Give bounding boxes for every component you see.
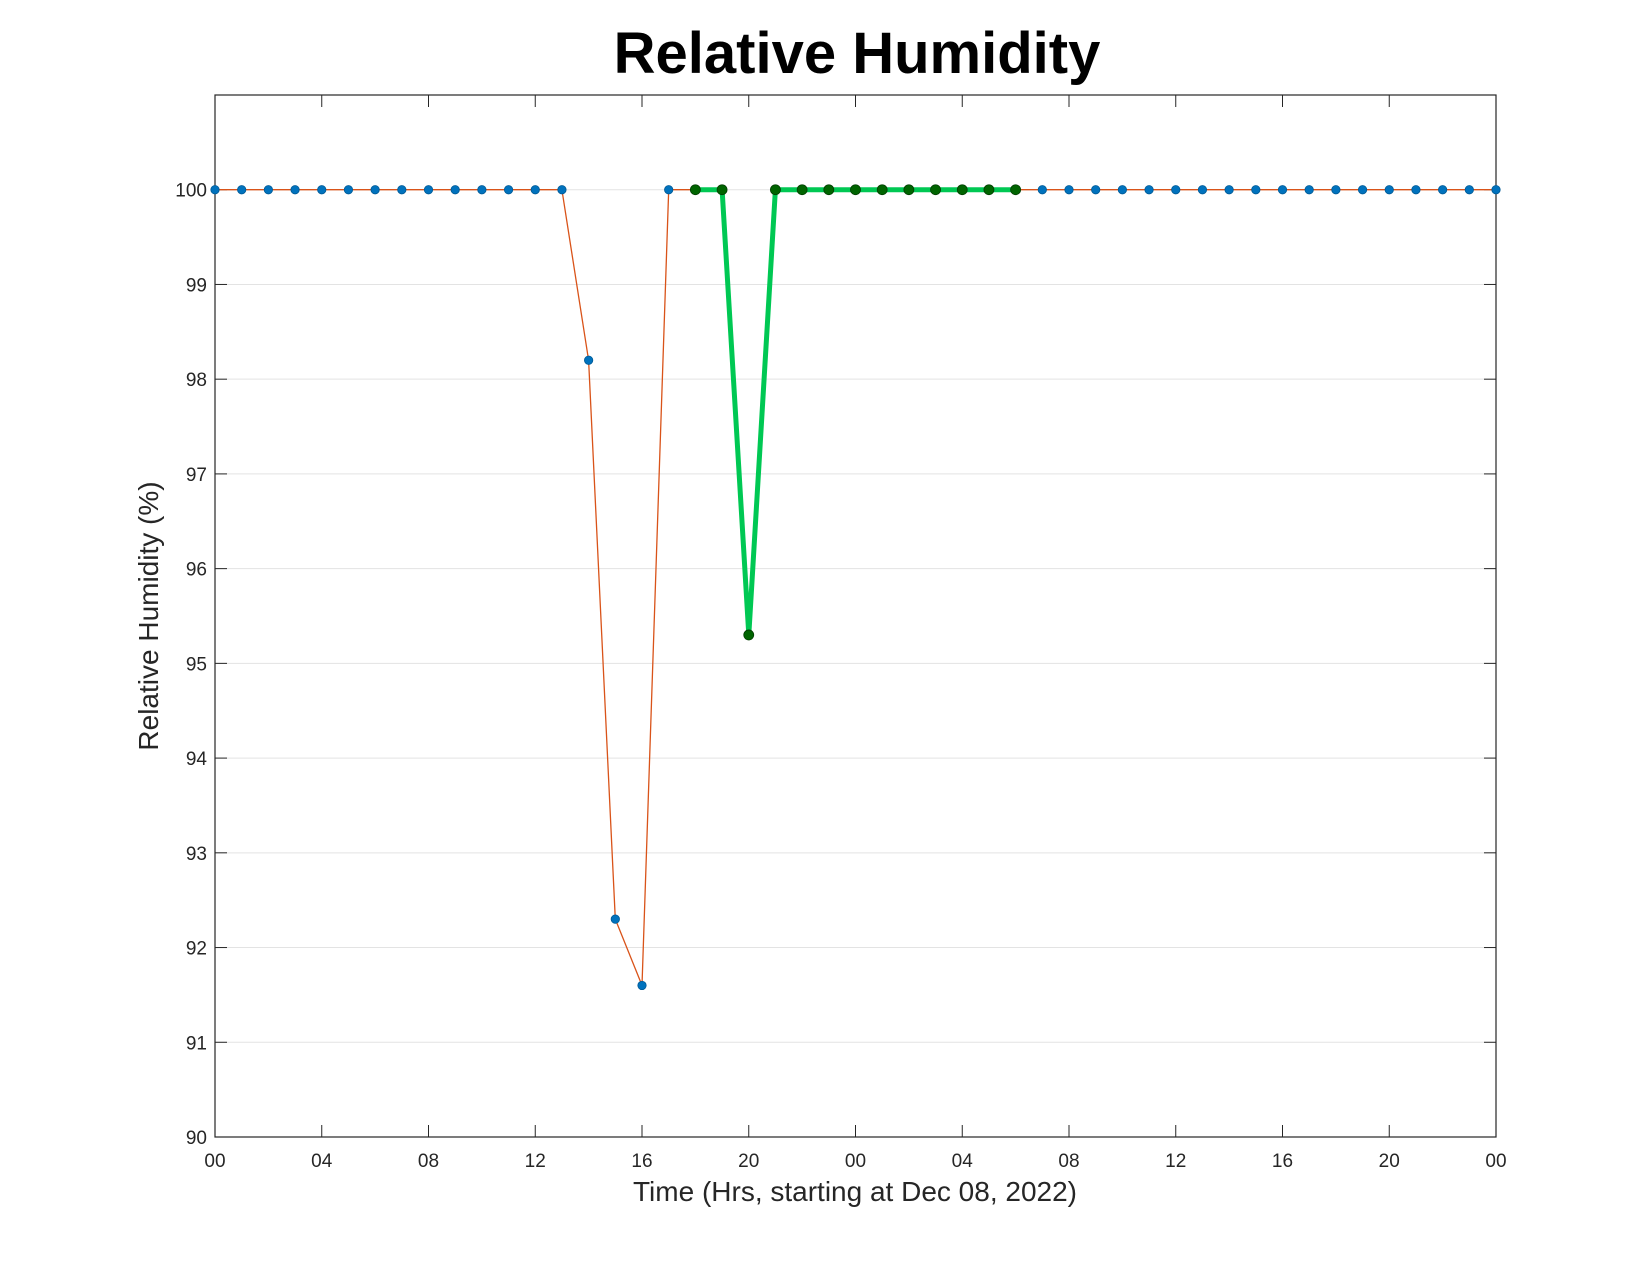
y-tick-label: 99 xyxy=(186,275,207,296)
data-point xyxy=(290,185,300,195)
x-tick-label: 16 xyxy=(1272,1151,1293,1172)
highlight-data-point xyxy=(716,184,728,196)
y-tick-label: 98 xyxy=(186,370,207,391)
highlight-data-point xyxy=(770,184,781,196)
highlight-data-point xyxy=(983,184,995,196)
data-point xyxy=(1411,185,1421,195)
x-tick-label: 04 xyxy=(952,1151,974,1172)
y-tick-label: 95 xyxy=(186,654,207,675)
x-tick-label: 16 xyxy=(631,1151,652,1172)
data-point xyxy=(263,185,273,195)
data-point xyxy=(1224,185,1234,195)
data-point xyxy=(1438,185,1448,195)
data-point xyxy=(1491,185,1501,195)
data-point xyxy=(610,914,620,924)
data-point xyxy=(1304,185,1314,195)
data-point xyxy=(343,185,354,195)
y-axis-label: Relative Humidity (%) xyxy=(133,481,164,750)
x-tick-label: 08 xyxy=(1058,1151,1079,1172)
data-point xyxy=(1117,185,1127,195)
data-point xyxy=(1144,185,1154,195)
data-point xyxy=(1251,185,1261,195)
data-point xyxy=(584,355,594,365)
x-tick-label: 04 xyxy=(311,1151,333,1172)
plot-area-frame xyxy=(214,94,1497,1138)
data-point xyxy=(557,185,567,195)
data-point xyxy=(450,185,460,195)
highlight-data-point xyxy=(876,184,888,196)
highlight-data-point xyxy=(743,629,755,641)
data-point xyxy=(637,980,647,991)
x-tick-label: 00 xyxy=(204,1151,225,1172)
x-tick-label: 20 xyxy=(1379,1151,1400,1172)
x-tick-label: 00 xyxy=(1485,1151,1506,1172)
data-point xyxy=(1197,185,1208,195)
data-point xyxy=(317,185,327,195)
x-axis-label: Time (Hrs, starting at Dec 08, 2022) xyxy=(633,1176,1077,1207)
highlight-data-point xyxy=(823,184,835,196)
data-series xyxy=(210,184,1501,991)
x-tick-label: 12 xyxy=(1165,1151,1186,1172)
y-tick-label: 97 xyxy=(186,465,207,486)
x-tick-label: 08 xyxy=(418,1151,439,1172)
x-tick-label: 00 xyxy=(845,1151,866,1172)
data-point xyxy=(397,185,407,195)
data-point xyxy=(1331,185,1341,195)
highlight-data-point xyxy=(903,184,915,196)
data-point xyxy=(423,185,434,195)
y-tick-label: 100 xyxy=(175,181,207,202)
chart-title: Relative Humidity xyxy=(614,21,1101,86)
data-point xyxy=(370,185,380,195)
data-point xyxy=(237,185,247,195)
highlight-data-point xyxy=(796,184,808,196)
y-tick-label: 93 xyxy=(186,844,207,865)
x-tick-label: 20 xyxy=(738,1151,759,1172)
data-point xyxy=(210,185,220,195)
highlight-data-point xyxy=(930,184,941,196)
series-line xyxy=(215,189,1496,987)
data-point xyxy=(1091,185,1101,195)
highlight-data-point xyxy=(956,184,968,196)
data-point xyxy=(1357,185,1368,195)
y-tick-label: 96 xyxy=(186,560,207,581)
x-tick-label: 12 xyxy=(525,1151,546,1172)
y-tick-label: 94 xyxy=(186,749,208,770)
data-point xyxy=(1384,185,1394,195)
data-point xyxy=(477,185,487,195)
y-tick-label: 92 xyxy=(186,939,207,960)
data-point xyxy=(1037,185,1047,195)
highlight-series-line xyxy=(695,187,1016,638)
data-point xyxy=(503,185,514,195)
gridlines xyxy=(215,189,1496,1043)
highlight-data-point xyxy=(689,184,701,196)
data-point xyxy=(1277,185,1288,195)
y-tick-label: 90 xyxy=(186,1128,207,1149)
data-point xyxy=(1464,185,1474,195)
highlight-data-point xyxy=(1010,184,1022,196)
data-point xyxy=(1064,185,1074,195)
highlight-data-point xyxy=(850,184,861,196)
data-point xyxy=(664,185,674,195)
data-point xyxy=(1171,185,1181,195)
axis-ticks: 90 91 92 93 94 95 96 97 98 99 100 00 04 08 12 16 20 00 04 0… xyxy=(175,95,1507,1172)
y-tick-label: 91 xyxy=(186,1033,207,1054)
data-point xyxy=(530,185,540,195)
